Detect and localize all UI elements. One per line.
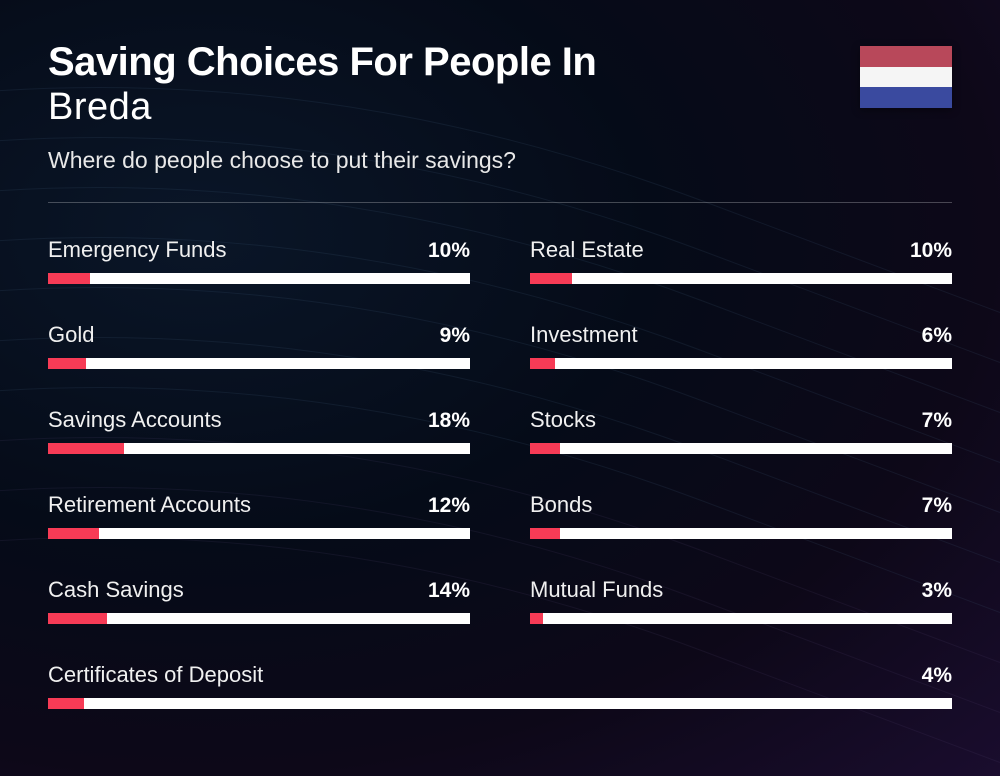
bar-item-value: 10% bbox=[910, 239, 952, 263]
bar-item-label: Savings Accounts bbox=[48, 407, 222, 433]
bar-track bbox=[48, 613, 470, 624]
bar-item-value: 3% bbox=[922, 579, 952, 603]
bar-item-label: Real Estate bbox=[530, 237, 644, 263]
bar-item-value: 12% bbox=[428, 494, 470, 518]
divider bbox=[48, 202, 952, 203]
bar-item-value: 6% bbox=[922, 324, 952, 348]
flag-icon bbox=[860, 46, 952, 108]
bar-track bbox=[530, 528, 952, 539]
bar-fill bbox=[48, 613, 107, 624]
bar-item-header: Gold 9% bbox=[48, 322, 470, 348]
subtitle: Where do people choose to put their savi… bbox=[48, 147, 952, 174]
bar-item-label: Stocks bbox=[530, 407, 596, 433]
bar-item-header: Mutual Funds 3% bbox=[530, 577, 952, 603]
bar-track bbox=[48, 443, 470, 454]
flag-stripe-bottom bbox=[860, 87, 952, 108]
bar-item-label: Cash Savings bbox=[48, 577, 184, 603]
bar-item-label: Mutual Funds bbox=[530, 577, 663, 603]
bar-item-value: 9% bbox=[440, 324, 470, 348]
bar-fill bbox=[48, 443, 124, 454]
bar-item: Savings Accounts 18% bbox=[48, 407, 470, 454]
bar-fill bbox=[48, 273, 90, 284]
title-sub: Breda bbox=[48, 86, 952, 129]
bar-item-label: Bonds bbox=[530, 492, 592, 518]
bar-track bbox=[48, 698, 952, 709]
bar-item-header: Emergency Funds 10% bbox=[48, 237, 470, 263]
bar-track bbox=[530, 443, 952, 454]
bar-fill bbox=[530, 613, 543, 624]
bar-track bbox=[530, 613, 952, 624]
bar-item-label: Investment bbox=[530, 322, 638, 348]
bar-item-value: 18% bbox=[428, 409, 470, 433]
bar-fill bbox=[530, 358, 555, 369]
title-main: Saving Choices For People In bbox=[48, 40, 952, 84]
bar-item-header: Investment 6% bbox=[530, 322, 952, 348]
bar-item-value: 14% bbox=[428, 579, 470, 603]
bar-item: Bonds 7% bbox=[530, 492, 952, 539]
bar-item-header: Cash Savings 14% bbox=[48, 577, 470, 603]
bar-fill bbox=[530, 443, 560, 454]
bars-grid: Emergency Funds 10% Real Estate 10% Gold 9% In… bbox=[48, 237, 952, 709]
bar-item-label: Gold bbox=[48, 322, 94, 348]
bar-item-value: 4% bbox=[922, 664, 952, 688]
bar-track bbox=[48, 273, 470, 284]
bar-item-label: Certificates of Deposit bbox=[48, 662, 263, 688]
bar-item: Cash Savings 14% bbox=[48, 577, 470, 624]
bar-track bbox=[48, 528, 470, 539]
bar-track bbox=[530, 273, 952, 284]
bar-item-header: Savings Accounts 18% bbox=[48, 407, 470, 433]
bar-item-value: 7% bbox=[922, 494, 952, 518]
bar-item-label: Emergency Funds bbox=[48, 237, 227, 263]
bar-item: Certificates of Deposit 4% bbox=[48, 662, 952, 709]
flag-stripe-top bbox=[860, 46, 952, 67]
bar-item-label: Retirement Accounts bbox=[48, 492, 251, 518]
bar-fill bbox=[530, 273, 572, 284]
header: Saving Choices For People In Breda Where… bbox=[48, 40, 952, 174]
bar-item: Mutual Funds 3% bbox=[530, 577, 952, 624]
bar-item-header: Real Estate 10% bbox=[530, 237, 952, 263]
bar-track bbox=[48, 358, 470, 369]
flag-stripe-middle bbox=[860, 67, 952, 88]
bar-track bbox=[530, 358, 952, 369]
bar-item: Stocks 7% bbox=[530, 407, 952, 454]
bar-item-header: Retirement Accounts 12% bbox=[48, 492, 470, 518]
bar-item: Real Estate 10% bbox=[530, 237, 952, 284]
bar-fill bbox=[48, 358, 86, 369]
bar-item: Investment 6% bbox=[530, 322, 952, 369]
bar-item: Emergency Funds 10% bbox=[48, 237, 470, 284]
bar-item-value: 10% bbox=[428, 239, 470, 263]
bar-item: Retirement Accounts 12% bbox=[48, 492, 470, 539]
bar-item-header: Bonds 7% bbox=[530, 492, 952, 518]
bar-item-header: Certificates of Deposit 4% bbox=[48, 662, 952, 688]
bar-item-value: 7% bbox=[922, 409, 952, 433]
bar-fill bbox=[48, 528, 99, 539]
bar-fill bbox=[48, 698, 84, 709]
bar-fill bbox=[530, 528, 560, 539]
bar-item-header: Stocks 7% bbox=[530, 407, 952, 433]
bar-item: Gold 9% bbox=[48, 322, 470, 369]
